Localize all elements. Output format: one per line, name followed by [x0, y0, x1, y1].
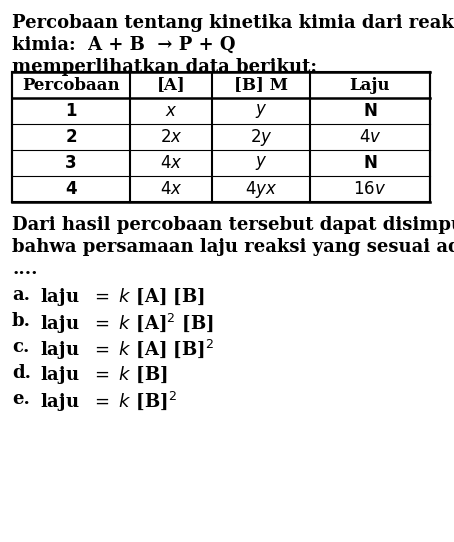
Text: 4: 4 — [65, 180, 77, 198]
Text: $y$: $y$ — [255, 102, 267, 120]
Bar — [12, 72, 430, 202]
Text: $4v$: $4v$ — [359, 128, 381, 146]
Text: 2: 2 — [65, 128, 77, 146]
Text: N: N — [363, 102, 377, 120]
Text: $y$: $y$ — [255, 154, 267, 172]
Text: $4x$: $4x$ — [160, 180, 182, 198]
Text: bahwa persamaan laju reaksi yang sesuai adalah: bahwa persamaan laju reaksi yang sesuai … — [12, 238, 454, 256]
Text: $4x$: $4x$ — [160, 154, 182, 172]
Text: ....: .... — [12, 260, 38, 278]
Text: Percobaan: Percobaan — [22, 76, 120, 94]
Text: 1: 1 — [65, 102, 77, 120]
Text: b.: b. — [12, 312, 31, 330]
Text: laju  $=$ $k$ [A] [B]$^2$: laju $=$ $k$ [A] [B]$^2$ — [40, 338, 214, 362]
Text: laju  $=$ $k$ [B]$^2$: laju $=$ $k$ [B]$^2$ — [40, 390, 177, 414]
Text: Dari hasil percobaan tersebut dapat disimpulkan: Dari hasil percobaan tersebut dapat disi… — [12, 216, 454, 234]
Text: c.: c. — [12, 338, 30, 356]
Text: $16v$: $16v$ — [353, 180, 387, 198]
Text: [A]: [A] — [157, 76, 185, 94]
Text: $2x$: $2x$ — [160, 128, 182, 146]
Text: memperlihatkan data berikut:: memperlihatkan data berikut: — [12, 58, 317, 76]
Text: laju  $=$ $k$ [B]: laju $=$ $k$ [B] — [40, 364, 168, 386]
Text: 3: 3 — [65, 154, 77, 172]
Text: $x$: $x$ — [165, 102, 177, 120]
Text: e.: e. — [12, 390, 30, 408]
Text: d.: d. — [12, 364, 31, 382]
Text: [B] M: [B] M — [234, 76, 288, 94]
Text: a.: a. — [12, 286, 30, 304]
Text: laju  $=$ $k$ [A] [B]: laju $=$ $k$ [A] [B] — [40, 286, 205, 308]
Text: $2y$: $2y$ — [250, 126, 272, 147]
Text: N: N — [363, 154, 377, 172]
Text: Percobaan tentang kinetika kimia dari reaksi: Percobaan tentang kinetika kimia dari re… — [12, 14, 454, 32]
Text: kimia:  A + B  → P + Q: kimia: A + B → P + Q — [12, 36, 236, 54]
Text: $4yx$: $4yx$ — [245, 178, 277, 199]
Text: laju  $=$ $k$ [A]$^2$ [B]: laju $=$ $k$ [A]$^2$ [B] — [40, 312, 214, 336]
Text: Laju: Laju — [350, 76, 390, 94]
